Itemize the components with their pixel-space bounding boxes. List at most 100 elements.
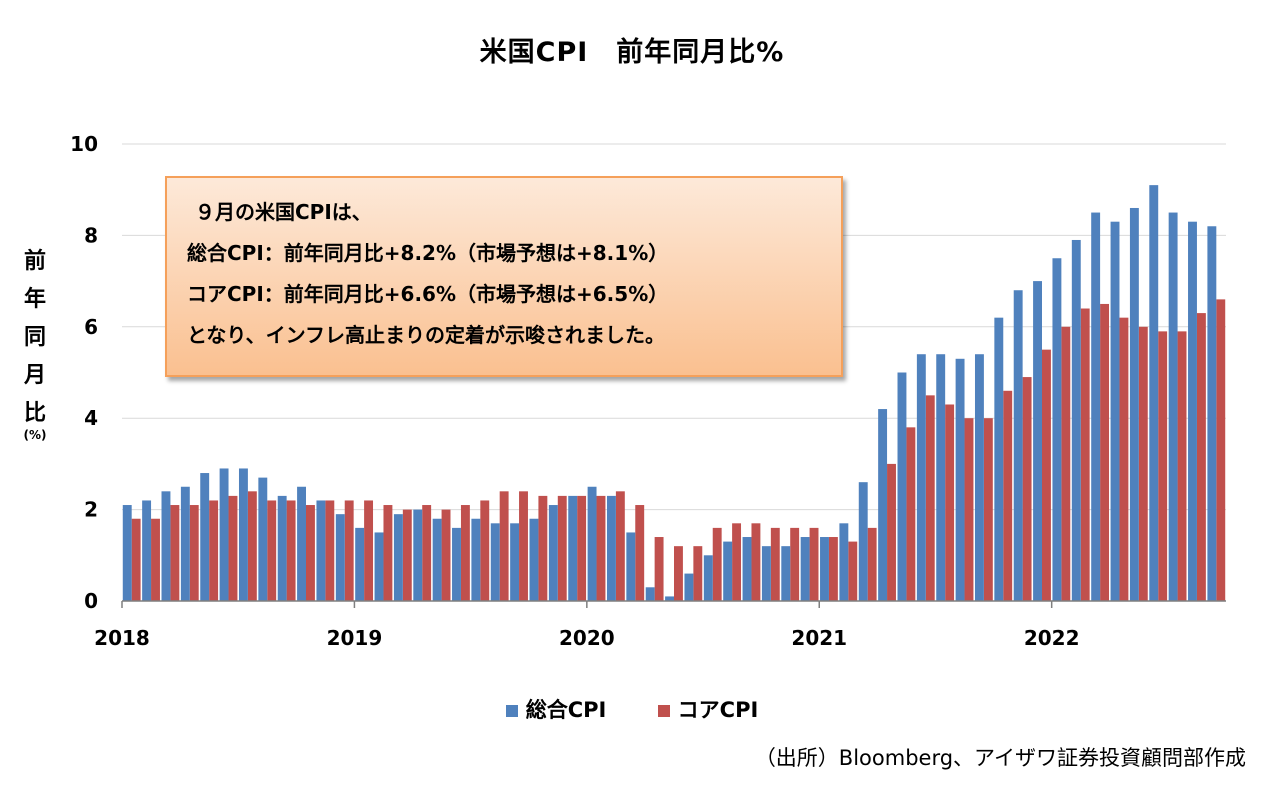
bar-headline-cpi [1052,258,1062,601]
bar-headline-cpi [374,532,384,601]
bar-core-cpi [441,509,451,601]
bar-core-cpi [228,495,238,601]
legend-label-core: コアCPI [677,698,759,722]
legend-swatch-core [657,705,670,717]
bar-headline-cpi [490,523,500,601]
bar-headline-cpi [665,596,674,601]
y-tick-label: 4 [84,406,98,430]
bar-headline-cpi [897,372,907,601]
bar-headline-cpi [1207,226,1217,601]
bar-core-cpi [170,505,180,601]
bar-core-cpi [189,505,199,601]
y-tick-label: 6 [84,315,98,339]
bar-core-cpi [983,418,993,601]
bar-core-cpi [732,523,742,601]
y-axis-label: 前 年 同 月 比 [18,243,52,433]
bar-headline-cpi [1033,281,1042,601]
bar-core-cpi [925,395,935,601]
x-tick-labels: 2018 2019 2020 2021 2022 [94,626,1079,650]
bar-core-cpi [887,463,896,601]
bar-headline-cpi [219,468,229,601]
bar-core-cpi [1022,377,1032,601]
bar-core-cpi [693,546,703,601]
bar-core-cpi [480,500,490,601]
y-axis-unit: (%) [23,428,47,442]
bar-core-cpi [964,418,974,601]
x-tick-label: 2020 [559,626,615,650]
source-note: （出所）Bloomberg、アイザワ証券投資顧問部作成 [754,746,1246,770]
bar-core-cpi [364,500,374,601]
bar-core-cpi [286,500,296,601]
chart-title: 米国CPI 前年同月比% [479,37,785,68]
bar-headline-cpi [393,514,403,601]
bar-headline-cpi [626,532,636,601]
legend: 総合CPI コアCPI [0,694,1264,724]
legend-label-headline: 総合CPI [525,698,607,722]
bar-core-cpi [325,500,335,601]
bar-headline-cpi [606,495,616,601]
bar-core-cpi [1080,308,1090,601]
bar-core-cpi [1196,313,1206,601]
bar-core-cpi [306,505,315,601]
y-axis-label-char: 前 [23,249,46,274]
bar-core-cpi [519,491,528,601]
bar-headline-cpi [180,486,190,601]
bar-headline-cpi [142,500,152,601]
y-axis-label-char: 同 [23,325,46,350]
bar-headline-cpi [548,505,558,601]
bar-headline-cpi [742,537,752,601]
bar-headline-cpi [277,495,287,601]
bar-headline-cpi [510,523,520,601]
bar-headline-cpi [413,509,423,601]
annotation-line: ９月の米国CPIは、 [195,200,372,224]
bar-headline-cpi [684,573,694,601]
bar-headline-cpi [529,518,539,601]
bar-core-cpi [267,500,277,601]
legend-item-headline: 総合CPI [505,694,607,724]
bar-headline-cpi [355,527,365,601]
bar-core-cpi [712,527,722,601]
bar-headline-cpi [432,518,442,601]
bar-headline-cpi [471,518,481,601]
y-tick-label: 2 [84,498,98,522]
bar-core-cpi [247,491,257,601]
bar-core-cpi [209,500,219,601]
bar-headline-cpi [1110,221,1120,601]
bar-headline-cpi [820,537,829,601]
bar-core-cpi [828,537,838,601]
y-tick-labels: 0 2 4 6 8 10 [70,132,98,613]
bar-headline-cpi [916,354,926,601]
bar-headline-cpi [645,587,655,601]
bar-core-cpi [615,491,625,601]
bar-core-cpi [1177,331,1187,601]
bar-core-cpi [848,541,858,601]
bar-headline-cpi [800,537,810,601]
bar-headline-cpi [936,354,946,601]
bar-core-cpi [402,509,412,601]
bar-core-cpi [906,427,916,601]
annotation-line: 総合CPI：前年同月比+8.2%（市場予想は+8.1%） [187,241,669,265]
bar-headline-cpi [316,500,326,601]
legend-item-core: コアCPI [657,694,759,724]
bar-headline-cpi [1071,239,1081,601]
bar-core-cpi [674,546,683,601]
bar-core-cpi [809,527,819,601]
bar-headline-cpi [297,486,306,601]
bar-headline-cpi [974,354,984,601]
legend-swatch-headline [505,705,518,717]
bar-core-cpi [557,495,567,601]
bar-core-cpi [945,404,955,601]
bar-core-cpi [1100,303,1110,601]
bar-headline-cpi [238,468,248,601]
bar-headline-cpi [955,358,965,601]
bar-core-cpi [460,505,470,601]
bar-headline-cpi [878,409,888,601]
bar-core-cpi [538,495,548,601]
y-tick-label: 10 [70,132,98,156]
bar-headline-cpi [723,541,733,601]
bar-core-cpi [1138,326,1148,601]
bar-core-cpi [1042,349,1051,601]
bar-headline-cpi [839,523,849,601]
bar-headline-cpi [161,491,171,601]
